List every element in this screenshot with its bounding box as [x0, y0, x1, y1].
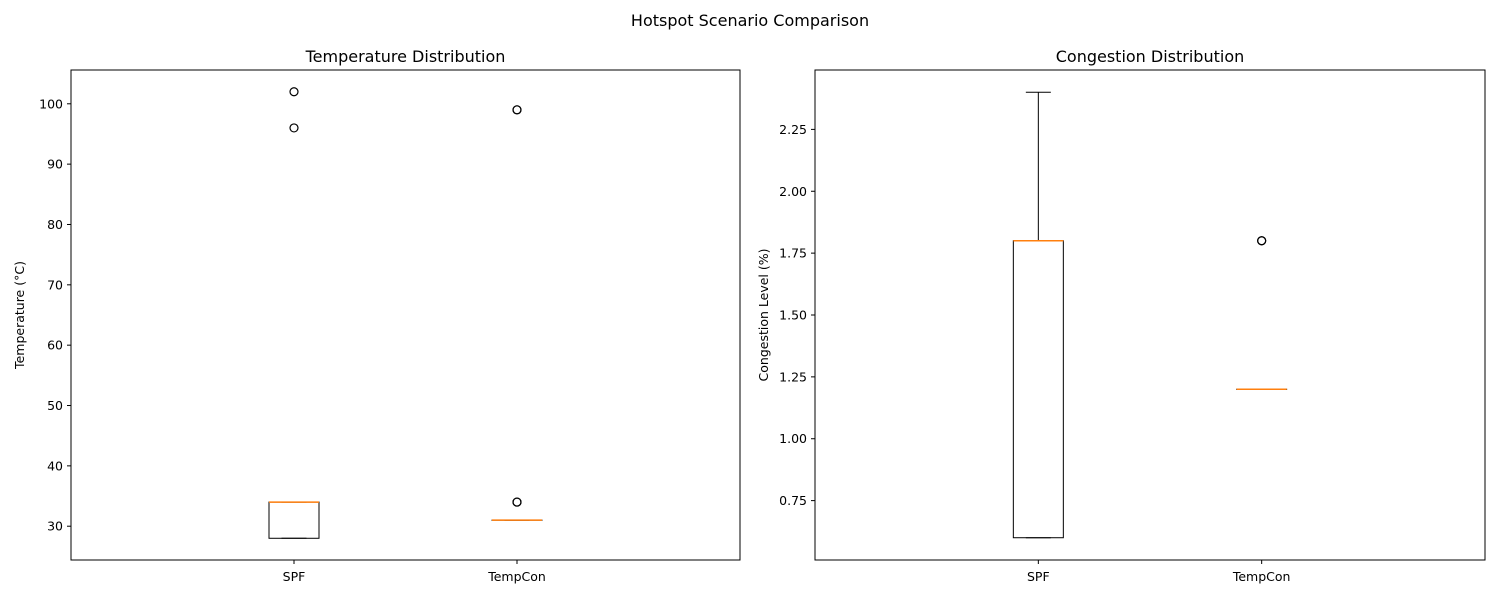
y-tick-label: 40 — [47, 458, 63, 473]
y-tick-label: 50 — [47, 398, 63, 413]
y-tick-label: 100 — [39, 96, 63, 111]
panels: Temperature Distribution Temperature (°C)… — [12, 47, 1486, 584]
outlier-point — [512, 497, 522, 507]
box-tempcon — [491, 105, 543, 521]
figure-title: Hotspot Scenario Comparison — [631, 11, 869, 30]
iqr-box — [268, 501, 320, 539]
plot-frame — [814, 69, 1486, 561]
y-tick-label: 2.25 — [779, 122, 807, 137]
y-tick-label: 2.00 — [779, 184, 807, 199]
outlier-point — [289, 123, 299, 133]
x-tick-label: TempCon — [1232, 569, 1291, 584]
subplot-1: Temperature Distribution Temperature (°C)… — [12, 47, 741, 584]
y-tick-label: 60 — [47, 338, 63, 353]
x-tick-label: TempCon — [487, 569, 546, 584]
box-tempcon — [1236, 236, 1288, 390]
y-axis-label: Congestion Level (%) — [756, 249, 771, 382]
y-tick-label: 0.75 — [779, 493, 807, 508]
y-tick-label: 1.75 — [779, 246, 807, 261]
y-tick-label: 1.50 — [779, 308, 807, 323]
outlier-point — [289, 87, 299, 97]
y-tick-label: 90 — [47, 157, 63, 172]
y-tick-label: 1.00 — [779, 431, 807, 446]
y-tick-label: 30 — [47, 519, 63, 534]
y-axis-label: Temperature (°C) — [12, 261, 27, 370]
y-tick-label: 1.25 — [779, 369, 807, 384]
x-tick-label: SPF — [1027, 569, 1050, 584]
x-tick-label: SPF — [283, 569, 306, 584]
subplot-2: Congestion Distribution Congestion Level … — [756, 47, 1486, 584]
iqr-box — [1012, 240, 1064, 539]
box-spf — [268, 87, 320, 539]
y-tick-label: 80 — [47, 217, 63, 232]
outlier-point — [1257, 236, 1267, 246]
panel-title: Congestion Distribution — [1056, 47, 1245, 66]
plot-frame — [70, 69, 741, 561]
box-spf — [1012, 91, 1064, 539]
outlier-point — [512, 105, 522, 115]
y-tick-label: 70 — [47, 277, 63, 292]
panel-title: Temperature Distribution — [305, 47, 506, 66]
